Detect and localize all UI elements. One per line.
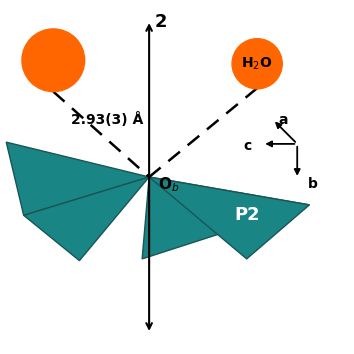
- Text: a: a: [278, 113, 287, 126]
- Circle shape: [22, 29, 85, 92]
- Text: P2: P2: [234, 206, 259, 224]
- Circle shape: [232, 39, 282, 89]
- Text: H$_2$O: H$_2$O: [241, 56, 273, 72]
- Polygon shape: [24, 177, 149, 261]
- Polygon shape: [6, 142, 149, 215]
- Polygon shape: [142, 177, 309, 259]
- Text: c: c: [244, 139, 252, 153]
- Text: 2: 2: [154, 13, 167, 31]
- Polygon shape: [149, 177, 309, 259]
- Text: b: b: [308, 177, 318, 191]
- Text: 2.93(3) Å: 2.93(3) Å: [71, 112, 143, 127]
- Text: O$_b$: O$_b$: [158, 175, 179, 194]
